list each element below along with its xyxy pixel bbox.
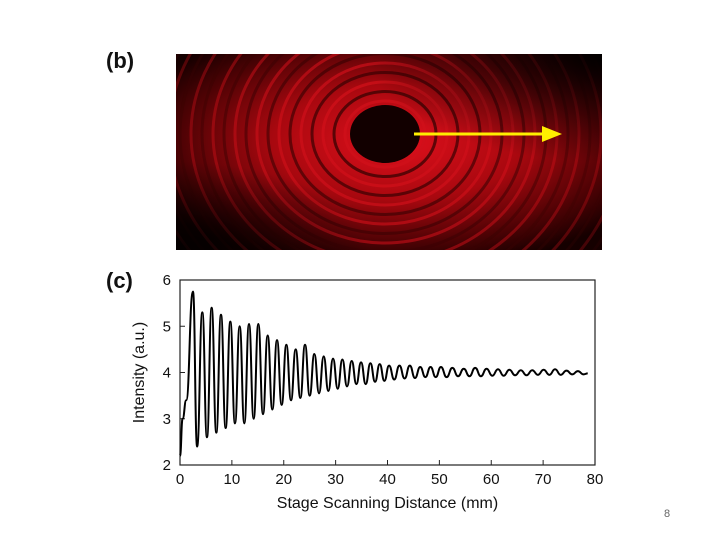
x-axis-label: Stage Scanning Distance (mm): [277, 495, 498, 512]
x-tick-label: 60: [483, 471, 500, 488]
y-tick-label: 4: [163, 365, 171, 382]
x-tick-label: 80: [587, 471, 604, 488]
x-tick-label: 70: [535, 471, 552, 488]
arrow-head-icon: [542, 126, 562, 142]
interference-photo: [176, 54, 602, 250]
intensity-series-line: [179, 290, 588, 457]
x-tick-label: 10: [224, 471, 241, 488]
x-tick-label: 30: [327, 471, 344, 488]
x-tick-label: 40: [379, 471, 396, 488]
y-tick-label: 5: [163, 318, 171, 335]
x-tick-label: 50: [431, 471, 448, 488]
x-tick-label: 20: [275, 471, 292, 488]
y-tick-label: 3: [163, 411, 171, 428]
panel-label-c: (c): [106, 268, 133, 293]
y-tick-label: 2: [163, 457, 171, 474]
y-tick-label: 6: [163, 272, 171, 289]
x-tick-label: 0: [176, 471, 184, 488]
panel-label-b: (b): [106, 48, 135, 73]
y-axis-label: Intensity (a.u.): [131, 322, 148, 423]
intensity-chart: 0 10 20 30 40 50 60 70 80 2 3 4 5 6 Stage Scanning Di…: [131, 272, 604, 512]
central-dark-spot: [350, 105, 420, 163]
page-number: 8: [664, 508, 671, 520]
